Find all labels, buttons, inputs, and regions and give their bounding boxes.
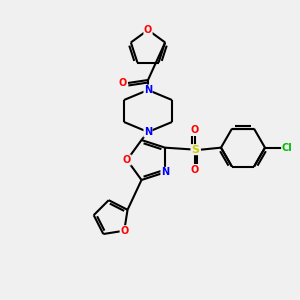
Text: S: S xyxy=(191,145,199,155)
Text: O: O xyxy=(123,155,131,165)
Text: O: O xyxy=(191,165,199,175)
Text: N: N xyxy=(144,127,152,137)
Text: O: O xyxy=(191,125,199,135)
Text: O: O xyxy=(144,25,152,35)
Text: N: N xyxy=(144,85,152,95)
Text: N: N xyxy=(161,167,169,177)
Text: O: O xyxy=(119,78,127,88)
Text: Cl: Cl xyxy=(282,143,292,153)
Text: O: O xyxy=(120,226,128,236)
